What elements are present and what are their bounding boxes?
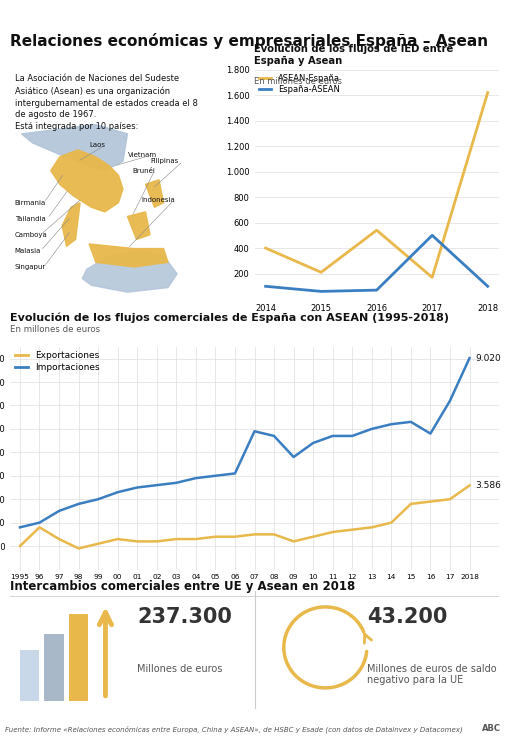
Text: Brunéi: Brunéi [132, 167, 155, 174]
Text: 3.586: 3.586 [475, 481, 501, 490]
Text: Evolución de los flujos comerciales de España con ASEAN (1995-2018): Evolución de los flujos comerciales de E… [10, 312, 449, 323]
Text: En millones de euros: En millones de euros [10, 325, 100, 334]
Text: La Asociación de Naciones del Sudeste
Asiático (Asean) es una organización
inter: La Asociación de Naciones del Sudeste As… [15, 74, 197, 131]
Text: Millones de euros de saldo
negativo para la UE: Millones de euros de saldo negativo para… [367, 663, 496, 685]
Text: ABC: ABC [483, 724, 501, 733]
Polygon shape [127, 212, 150, 240]
Polygon shape [89, 244, 168, 267]
FancyBboxPatch shape [69, 614, 89, 702]
Text: Filipinas: Filipinas [150, 158, 178, 164]
Text: Fuente: Informe «Relaciones económicas entre Europa, China y ASEAN», de HSBC y E: Fuente: Informe «Relaciones económicas e… [5, 726, 463, 733]
Text: Indonesia: Indonesia [141, 198, 175, 203]
Text: 43.200: 43.200 [367, 607, 447, 627]
Text: Laos: Laos [89, 142, 105, 148]
Polygon shape [21, 125, 127, 170]
Text: Relaciones económicas y empresariales España – Asean: Relaciones económicas y empresariales Es… [10, 32, 488, 49]
Text: Evolución de los flujos de IED entre
España y Asean: Evolución de los flujos de IED entre Esp… [254, 44, 454, 66]
Text: Camboya: Camboya [15, 232, 47, 238]
Legend: ASEAN-España, España-ASEAN: ASEAN-España, España-ASEAN [259, 74, 340, 94]
Text: Vietnam: Vietnam [127, 152, 157, 158]
Text: Birmania: Birmania [15, 200, 46, 206]
Text: 237.300: 237.300 [137, 607, 232, 627]
Text: Singapur: Singapur [15, 264, 46, 270]
Polygon shape [62, 203, 80, 246]
Legend: Exportaciones, Importaciones: Exportaciones, Importaciones [15, 352, 100, 372]
Text: 9.020: 9.020 [475, 354, 501, 363]
Text: Intercambios comerciales entre UE y Asean en 2018: Intercambios comerciales entre UE y Asea… [10, 580, 355, 593]
Polygon shape [146, 180, 163, 207]
FancyBboxPatch shape [20, 650, 40, 702]
FancyBboxPatch shape [44, 634, 64, 702]
Polygon shape [51, 150, 123, 212]
Text: En millones de euros: En millones de euros [254, 77, 343, 85]
Polygon shape [82, 251, 177, 292]
Text: Millones de euros: Millones de euros [137, 663, 222, 674]
Text: Malasia: Malasia [15, 248, 41, 254]
Text: Tailandia: Tailandia [15, 216, 45, 222]
